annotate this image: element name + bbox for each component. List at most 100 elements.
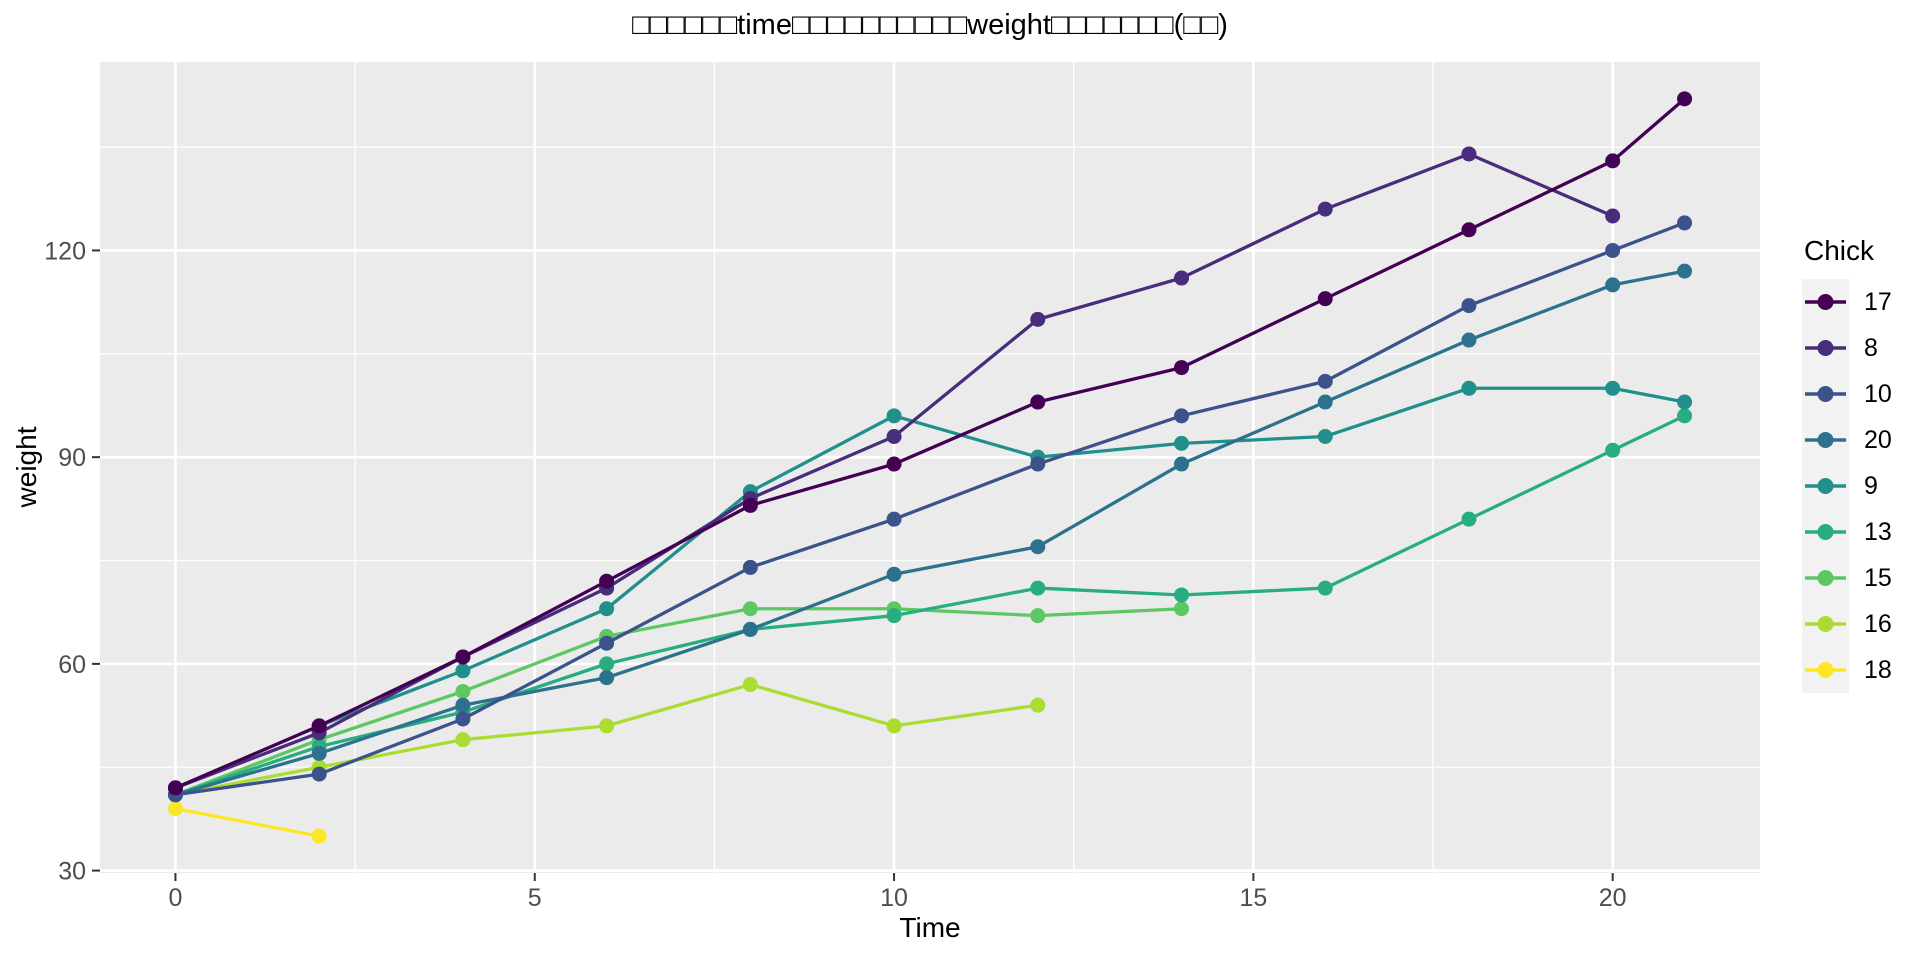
data-point xyxy=(742,621,758,637)
data-point xyxy=(599,718,615,734)
legend-key-point xyxy=(1817,478,1834,494)
x-tick-label: 0 xyxy=(169,884,183,912)
legend-entries: 17 8 10 20 9 13 15 16 18 xyxy=(1802,279,1892,693)
legend-entry-17: 17 xyxy=(1802,279,1892,325)
legend-key-swatch xyxy=(1802,555,1849,601)
legend-label: 15 xyxy=(1864,563,1892,592)
series-line-18 xyxy=(175,806,320,838)
legend-key-point xyxy=(1817,524,1834,540)
data-point xyxy=(1677,263,1693,279)
x-tick-label: 5 xyxy=(528,884,542,912)
series-line-17 xyxy=(174,97,1686,790)
data-point xyxy=(455,683,471,699)
data-point xyxy=(1605,277,1621,293)
legend-key-swatch xyxy=(1802,279,1849,325)
data-point xyxy=(1174,360,1190,376)
legend-label: 9 xyxy=(1864,471,1878,500)
legend-key-point xyxy=(1817,616,1834,632)
data-point xyxy=(1174,408,1190,424)
legend-entry-8: 8 xyxy=(1802,325,1892,371)
legend-entry-16: 16 xyxy=(1802,601,1892,647)
series-line-9 xyxy=(174,386,1685,790)
y-tick-label: 120 xyxy=(44,237,86,265)
data-point xyxy=(455,697,471,713)
data-point xyxy=(1605,380,1621,396)
y-tick-label: 90 xyxy=(58,444,86,472)
data-point xyxy=(1030,539,1046,555)
legend-entry-13: 13 xyxy=(1802,509,1892,555)
data-point xyxy=(886,608,902,624)
legend-entry-18: 18 xyxy=(1802,647,1892,693)
data-point xyxy=(1461,332,1477,348)
data-point xyxy=(599,670,615,686)
legend-label: 16 xyxy=(1864,609,1892,638)
data-point xyxy=(742,559,758,575)
legend-key-point xyxy=(1817,662,1834,678)
data-point xyxy=(886,718,902,734)
data-point xyxy=(742,677,758,693)
legend-key-swatch xyxy=(1802,601,1849,647)
legend-label: 10 xyxy=(1864,379,1892,408)
series-line-10 xyxy=(175,221,1686,797)
legend-key-point xyxy=(1817,432,1834,448)
series-line-20 xyxy=(174,269,1685,797)
data-point xyxy=(1030,580,1046,596)
data-point xyxy=(1317,394,1333,410)
data-point xyxy=(1461,146,1477,162)
x-tick-label: 10 xyxy=(880,884,908,912)
data-point xyxy=(1605,208,1621,224)
data-point xyxy=(599,601,615,617)
data-point xyxy=(1317,373,1333,389)
legend-entry-20: 20 xyxy=(1802,417,1892,463)
data-point xyxy=(1317,201,1333,217)
data-point xyxy=(167,801,183,817)
data-point xyxy=(1030,697,1046,713)
data-point xyxy=(311,766,327,782)
data-point xyxy=(311,828,327,844)
data-point xyxy=(1030,456,1046,472)
data-point xyxy=(167,780,183,796)
x-axis-title: Time xyxy=(899,912,961,943)
data-point xyxy=(1174,435,1190,451)
x-tick-label: 20 xyxy=(1599,884,1627,912)
y-axis-title: weight xyxy=(11,426,42,508)
legend-label: 17 xyxy=(1864,287,1892,316)
data-point xyxy=(1461,511,1477,527)
legend-label: 18 xyxy=(1864,655,1892,684)
data-point xyxy=(1461,298,1477,314)
data-point xyxy=(1030,608,1046,624)
x-tick-label: 15 xyxy=(1239,884,1267,912)
data-point xyxy=(886,566,902,582)
legend-title: Chick xyxy=(1804,235,1875,266)
legend-key-swatch xyxy=(1802,417,1849,463)
data-point xyxy=(886,408,902,424)
data-point xyxy=(599,635,615,651)
data-point xyxy=(1461,380,1477,396)
data-point xyxy=(1030,311,1046,327)
data-point xyxy=(1677,408,1693,424)
legend-key-swatch xyxy=(1802,325,1849,371)
data-point xyxy=(1677,91,1693,107)
legend-entry-9: 9 xyxy=(1802,463,1892,509)
data-point xyxy=(455,663,471,679)
legend-key-swatch xyxy=(1802,647,1849,693)
legend-label: 20 xyxy=(1864,425,1892,454)
data-point xyxy=(1317,428,1333,444)
legend-key-swatch xyxy=(1802,463,1849,509)
data-point xyxy=(455,732,471,748)
legend-key-point xyxy=(1817,386,1834,402)
data-point xyxy=(1677,215,1693,231)
data-point xyxy=(1461,222,1477,238)
legend: Chick 17 8 10 20 9 13 15 16 18 xyxy=(1802,236,1892,693)
legend-key-point xyxy=(1817,570,1834,586)
data-point xyxy=(1605,442,1621,458)
legend-key-swatch xyxy=(1802,371,1849,417)
data-point xyxy=(1677,394,1693,410)
legend-entry-10: 10 xyxy=(1802,371,1892,417)
data-point xyxy=(742,601,758,617)
legend-label: 13 xyxy=(1864,517,1892,546)
data-point xyxy=(886,511,902,527)
data-point xyxy=(1317,580,1333,596)
data-point xyxy=(1174,456,1190,472)
legend-key-point xyxy=(1817,294,1834,310)
